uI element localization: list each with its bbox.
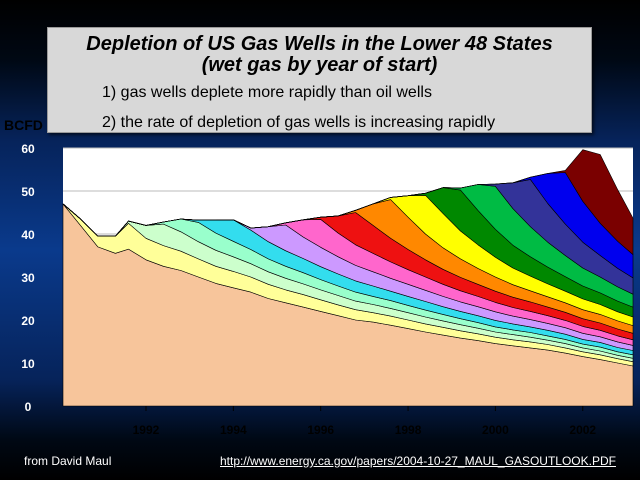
y-tick-label: 40 xyxy=(21,228,35,242)
chart-subtitle: (wet gas by year of start) xyxy=(201,54,438,76)
y-tick-label: 60 xyxy=(21,142,35,156)
y-tick-label: 0 xyxy=(25,400,32,414)
y-axis-ticks: 0 10 20 30 40 50 60 xyxy=(21,142,35,414)
area-series-15 xyxy=(62,149,634,255)
source-credit: from David Maul xyxy=(24,454,112,468)
x-tick-label: 1998 xyxy=(395,423,422,437)
x-tick-label: 1992 xyxy=(133,423,160,437)
annotation-1: 1) gas wells deplete more rapidly than o… xyxy=(102,84,432,101)
y-tick-label: 30 xyxy=(21,271,35,285)
stacked-areas xyxy=(62,149,634,407)
y-axis-label: BCFD xyxy=(4,117,43,133)
title-box: Depletion of US Gas Wells in the Lower 4… xyxy=(47,27,592,133)
x-tick-label: 1996 xyxy=(307,423,334,437)
source-url-link[interactable]: http://www.energy.ca.gov/papers/2004-10-… xyxy=(220,454,616,468)
chart-title: Depletion of US Gas Wells in the Lower 4… xyxy=(86,33,553,55)
x-axis-ticks: 1992 1994 1996 1998 2000 2002 xyxy=(133,406,596,437)
x-tick-label: 2002 xyxy=(569,423,596,437)
x-tick-label: 1994 xyxy=(220,423,247,437)
y-tick-label: 10 xyxy=(21,357,35,371)
annotation-2: 2) the rate of depletion of gas wells is… xyxy=(102,114,496,131)
y-tick-label: 50 xyxy=(21,185,35,199)
x-tick-label: 2000 xyxy=(482,423,509,437)
y-tick-label: 20 xyxy=(21,314,35,328)
